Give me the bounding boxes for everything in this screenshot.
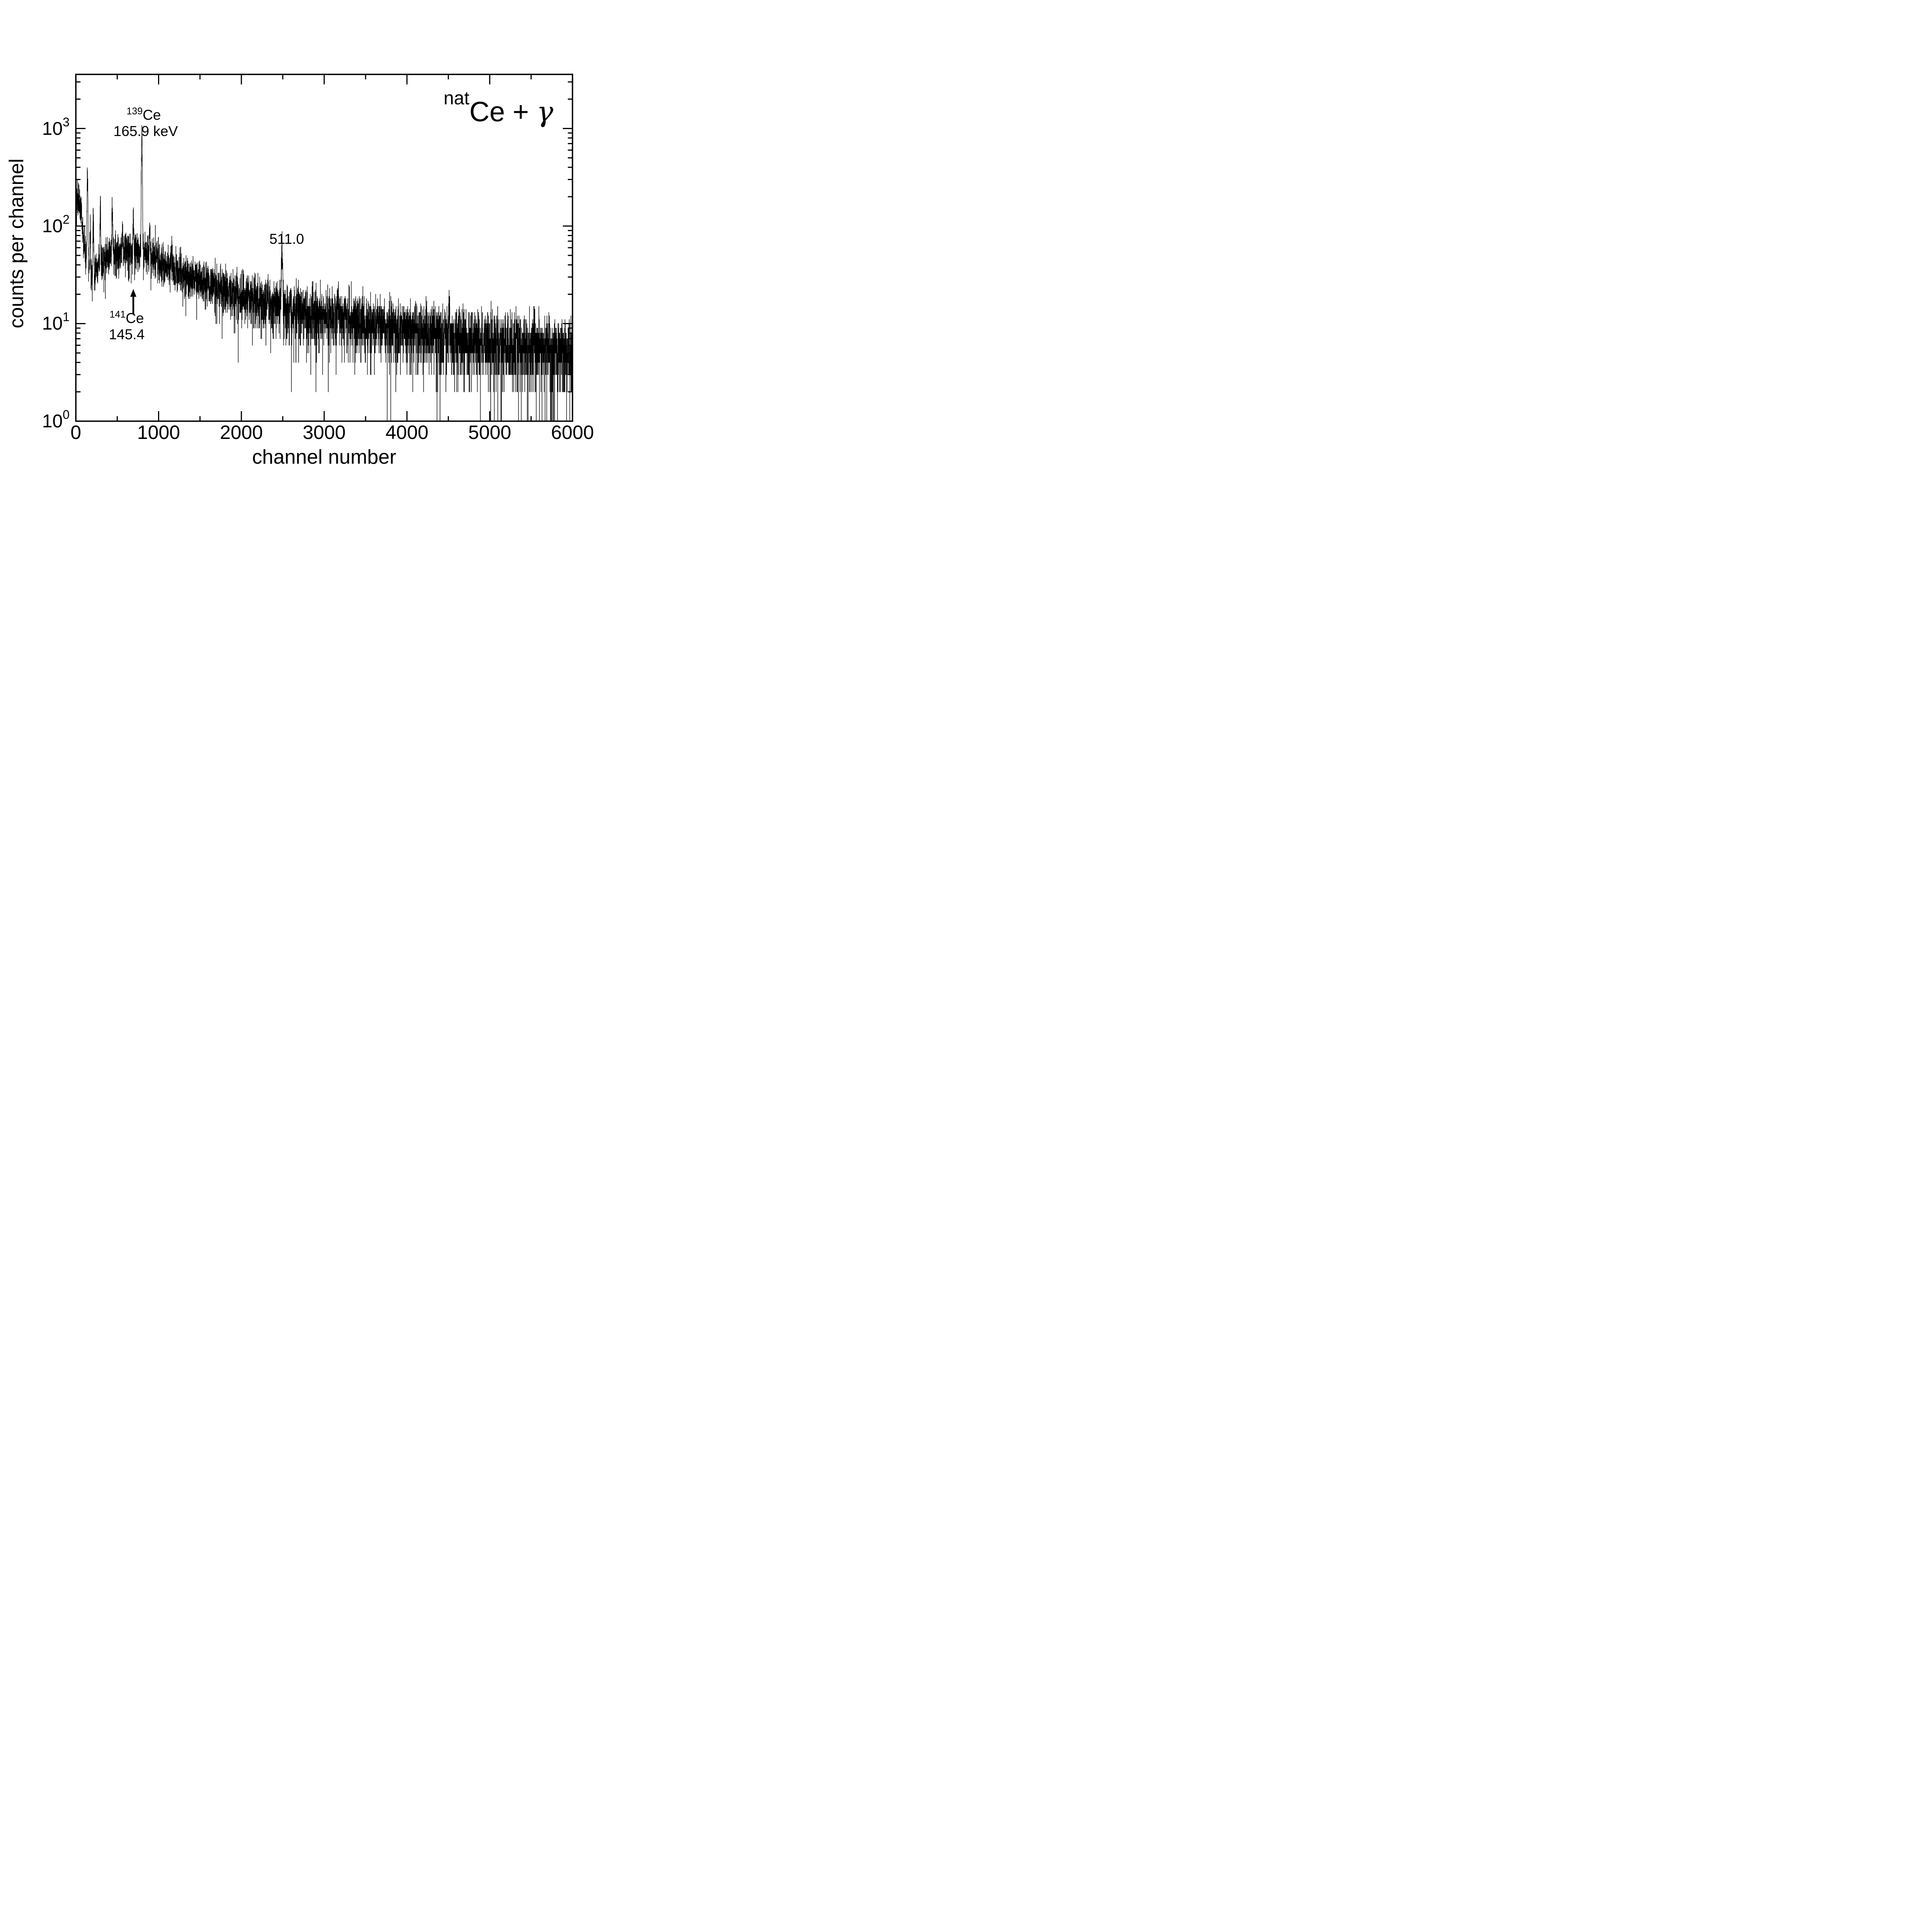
annotation-arrow-icon xyxy=(130,289,136,297)
x-tick-label: 0 xyxy=(70,422,81,443)
plot-title: natCe + γ xyxy=(444,88,554,128)
x-axis: 0 1000 2000 3000 4000 5000 6000 channel … xyxy=(70,422,594,468)
x-tick-label: 5000 xyxy=(468,422,511,443)
x-tick-label: 2000 xyxy=(220,422,263,443)
y-tick-label: 102 xyxy=(42,213,70,236)
x-tick-label: 6000 xyxy=(551,422,594,443)
spectrum-histogram xyxy=(75,125,573,422)
annotation-139ce-energy: 165.9 keV xyxy=(114,123,178,139)
annotation-139ce-isotope: 139Ce xyxy=(126,106,161,123)
annotation-141ce-energy: 145.4 xyxy=(109,327,145,342)
y-tick-label: 100 xyxy=(42,408,70,432)
spectrum-figure: 0 1000 2000 3000 4000 5000 6000 channel … xyxy=(0,0,638,493)
annotation-141ce: 141Ce 145.4 xyxy=(109,289,145,342)
x-tick-label: 3000 xyxy=(303,422,345,443)
y-tick-label: 101 xyxy=(42,310,70,334)
spectrum-chart: 0 1000 2000 3000 4000 5000 6000 channel … xyxy=(5,73,594,468)
y-tick-label: 103 xyxy=(42,115,70,139)
annotation-139ce: 139Ce 165.9 keV xyxy=(114,106,178,139)
x-tick-label: 4000 xyxy=(386,422,429,443)
y-axis-title: counts per channel xyxy=(5,158,28,328)
annotation-141ce-isotope: 141Ce xyxy=(109,309,144,326)
plot-frame xyxy=(75,73,573,422)
x-axis-title: channel number xyxy=(252,446,396,468)
y-axis: 103 102 101 100 counts per channel xyxy=(5,115,70,432)
annotation-511: 511.0 xyxy=(269,231,304,247)
x-tick-label: 1000 xyxy=(137,422,180,443)
